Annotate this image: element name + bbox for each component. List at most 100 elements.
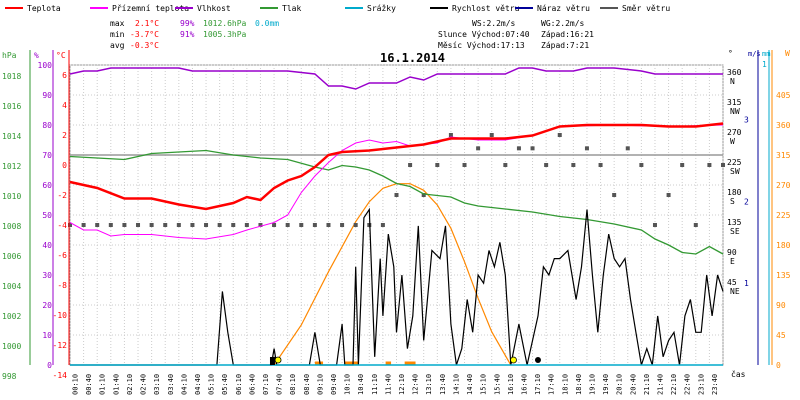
x-tick-label: 18:40 — [575, 374, 583, 395]
x-axis-label: čas — [731, 369, 746, 379]
x-tick-label: 09:40 — [330, 374, 338, 395]
wind-direction-point — [612, 193, 617, 197]
legend-label: Srážky — [367, 4, 396, 13]
x-tick-label: 04:40 — [194, 374, 202, 395]
wind-direction-point — [353, 223, 358, 227]
axis-w-tick: 0 — [776, 361, 781, 370]
axis-ms-label: m/s — [748, 50, 761, 58]
axis-degc-tick: 2 — [62, 131, 67, 140]
x-tick-label: 21:10 — [643, 374, 651, 395]
x-tick-label: 20:40 — [629, 374, 637, 395]
axis-ms-tick: 1 — [744, 279, 749, 288]
axis-pct-tick: 40 — [42, 241, 52, 250]
x-tick-label: 22:10 — [670, 374, 678, 395]
axis-degc-tick: 0 — [62, 161, 67, 170]
x-tick-label: 08:10 — [289, 374, 297, 395]
stats-max-temp: 2.1°C — [135, 19, 159, 28]
axis-degc-tick: -10 — [53, 311, 68, 320]
axis-deg-tick: 270 — [727, 128, 742, 137]
stats-min-label: min — [110, 30, 125, 39]
axis-pct-tick: 0 — [47, 361, 52, 370]
wind-direction-point — [149, 223, 154, 227]
axis-pct-tick: 10 — [42, 331, 52, 340]
axis-hpa-tick: 1004 — [2, 282, 21, 291]
x-tick-label: 11:10 — [371, 374, 379, 395]
x-tick-label: 06:10 — [235, 374, 243, 395]
wind-direction-point — [625, 146, 630, 151]
stats-min-press: 1005.3hPa — [203, 30, 247, 39]
wind-direction-point — [176, 223, 181, 227]
axis-w-tick: 180 — [776, 241, 791, 250]
axis-pct-tick: 90 — [42, 91, 52, 100]
x-tick-label: 02:10 — [126, 374, 134, 395]
temperature-line — [69, 122, 724, 211]
x-tick-label: 23:40 — [711, 374, 719, 395]
stats-avg-temp: -0.3°C — [130, 41, 159, 50]
wind-direction-point — [503, 163, 508, 167]
wind-direction-point — [693, 223, 698, 227]
chart-title: 16.1.2014 — [380, 51, 445, 65]
axis-w-tick: 360 — [776, 121, 791, 130]
ground-temperature-line — [69, 124, 724, 240]
x-tick-label: 01:40 — [112, 374, 120, 395]
wind-direction-point — [408, 163, 413, 167]
sun-rise: Slunce Východ:07:40 — [438, 30, 530, 39]
x-tick-label: 15:40 — [493, 374, 501, 395]
stats-max-label: max — [110, 19, 125, 28]
legend-label: Tlak — [282, 4, 301, 13]
axis-deg-tick: 45 — [727, 278, 737, 287]
solar-line — [273, 183, 512, 366]
pressure-line — [69, 149, 724, 255]
chart-series — [68, 67, 725, 366]
wind-direction-point — [516, 146, 521, 151]
axis-degc-tick: -14 — [53, 371, 68, 380]
moon-marker — [534, 357, 541, 363]
axis-hpa-tick: 1018 — [2, 72, 21, 81]
moonset-marker — [269, 357, 275, 365]
x-tick-label: 08:40 — [303, 374, 311, 395]
x-tick-label: 20:10 — [616, 374, 624, 395]
wind-direction-point — [204, 223, 209, 227]
axis-w-tick: 135 — [776, 271, 791, 280]
axis-deg-tick: 180 — [727, 188, 742, 197]
stats-avg-label: avg — [110, 41, 125, 50]
axis-deg-tick: 225 — [727, 158, 742, 167]
wind-direction-point — [530, 146, 535, 151]
wind-direction-point — [489, 133, 494, 137]
axis-pct-label: % — [34, 51, 39, 60]
wind-direction-point — [312, 223, 317, 227]
wind-direction-point — [598, 163, 603, 167]
wind-wg: WG:2.2m/s — [541, 19, 585, 28]
wind-direction-point — [421, 193, 426, 197]
wind-direction-point — [136, 223, 141, 227]
x-tick-label: 00:40 — [85, 374, 93, 395]
wind-direction-point — [68, 223, 72, 227]
axis-pct-tick: 70 — [42, 151, 52, 160]
x-tick-label: 17:10 — [534, 374, 542, 395]
x-tick-label: 19:40 — [602, 374, 610, 395]
axis-deg-dir: W — [730, 137, 735, 146]
axis-w-tick: 90 — [776, 301, 786, 310]
stats-max-rain: 0.0mm — [255, 19, 279, 28]
stats-min-temp: -3.7°C — [130, 30, 159, 39]
wind-direction-point — [258, 223, 263, 227]
axis-hpa-tick: 1000 — [2, 342, 21, 351]
x-tick-label: 22:40 — [684, 374, 692, 395]
wind-direction-point — [476, 146, 481, 151]
x-tick-label: 02:40 — [140, 374, 148, 395]
stats-max-hum: 99% — [180, 19, 195, 28]
axis-deg-dir: SW — [730, 167, 740, 176]
chart-grid — [69, 64, 724, 366]
wind-direction-point — [244, 223, 249, 227]
wind-direction-point — [584, 146, 589, 151]
axis-pct-tick: 50 — [42, 211, 52, 220]
axis-hpa-tick: 1008 — [2, 222, 21, 231]
sun-marker — [274, 356, 282, 364]
wind-direction-point — [666, 193, 671, 197]
wind-direction-point — [544, 163, 549, 167]
axis-mm-tick: 1 — [762, 60, 767, 69]
axis-deg-dir: NW — [730, 107, 740, 116]
axis-deg-tick: 360 — [727, 68, 742, 77]
axis-degc-tick: -12 — [53, 341, 68, 350]
x-tick-label: 13:40 — [439, 374, 447, 395]
